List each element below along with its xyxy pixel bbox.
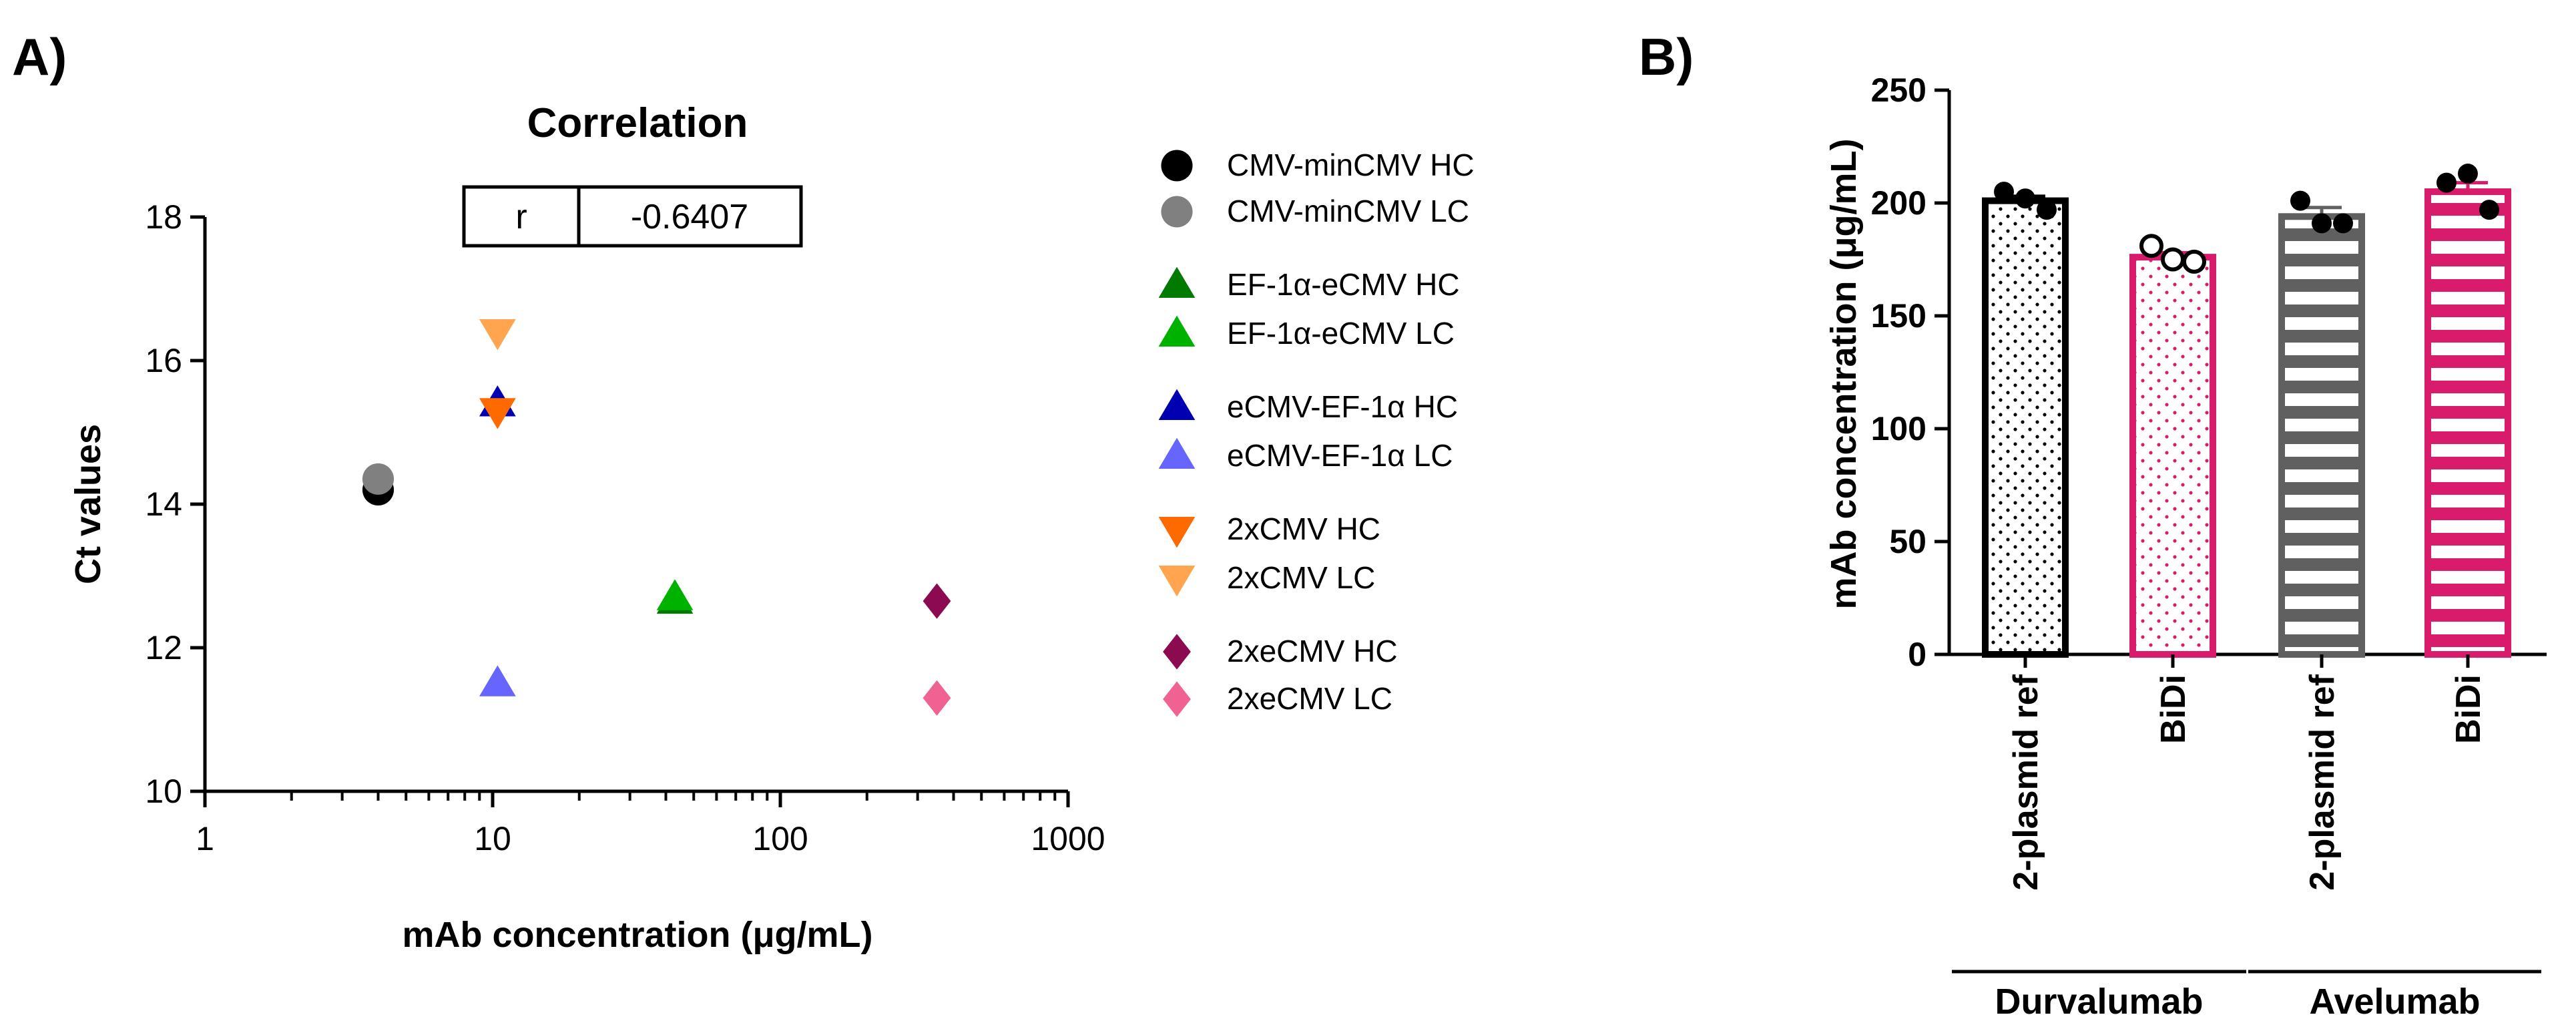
legend-label: eCMV-EF-1α HC — [1227, 389, 1458, 424]
scatter-point — [479, 398, 516, 429]
bar-category-label: 2-plasmid ref — [2303, 674, 2342, 890]
b-y-tick-label: 250 — [1871, 71, 1926, 109]
bar-category-label: BiDi — [2449, 674, 2488, 744]
legend-marker — [1158, 315, 1196, 347]
scatter-point — [479, 665, 516, 696]
data-point — [2161, 247, 2185, 272]
correlation-label: r — [515, 198, 527, 236]
x-tick-label: 1 — [196, 820, 214, 857]
bar — [2129, 254, 2216, 658]
b-y-axis-title: mAb concentration (μg/mL) — [1824, 138, 1864, 609]
legend-label: 2xeCMV HC — [1227, 634, 1398, 668]
bar-groups: Durvalumab Avelumab — [1952, 970, 2541, 1022]
data-point — [2290, 190, 2310, 211]
legend-label: 2xCMV HC — [1227, 511, 1380, 546]
b-y-tick-label: 200 — [1871, 184, 1926, 222]
legend-marker — [1158, 437, 1196, 469]
bar-points — [1994, 164, 2499, 274]
data-point — [2139, 234, 2163, 258]
y-tick-label: 14 — [145, 485, 182, 523]
bars — [1982, 181, 2511, 658]
scatter-point — [923, 583, 951, 619]
y-tick-label: 10 — [145, 773, 182, 810]
legend-label: CMV-minCMV LC — [1227, 194, 1469, 228]
x-axis-title: mAb concentration (μg/mL) — [402, 915, 872, 955]
b-y-tick-label: 50 — [1889, 523, 1926, 560]
data-point — [2015, 188, 2035, 209]
scatter-point — [362, 463, 395, 495]
x-tick-label: 10 — [474, 820, 511, 857]
bar — [1982, 197, 2069, 658]
legend-label: 2xCMV LC — [1227, 560, 1375, 595]
bar-category-labels: 2-plasmid ref BiDi 2-plasmid ref BiDi — [2007, 654, 2488, 891]
legend: CMV-minCMV HC CMV-minCMV LC EF-1α-eCMV HC E… — [1158, 148, 1475, 717]
data-point — [2436, 172, 2457, 193]
scatter-points — [362, 319, 951, 716]
data-point — [2182, 249, 2206, 274]
scatter-point — [923, 680, 951, 716]
x-tick-label: 1000 — [1031, 820, 1105, 857]
bar — [2278, 213, 2365, 658]
bar-category-label: BiDi — [2154, 674, 2193, 744]
y-axis-title: Ct values — [68, 424, 108, 584]
correlation-value: -0.6407 — [631, 198, 748, 236]
data-point — [1994, 182, 2014, 202]
data-point — [2333, 213, 2353, 234]
legend-marker — [1163, 634, 1191, 670]
legend-marker — [1158, 517, 1196, 548]
y-tick-label: 16 — [145, 342, 182, 379]
legend-marker — [1158, 566, 1196, 597]
legend-marker — [1158, 266, 1196, 298]
x-tick-label: 100 — [752, 820, 808, 857]
bar — [2424, 188, 2511, 658]
b-y-tick-label: 100 — [1871, 410, 1926, 447]
correlation-table: r -0.6407 — [462, 185, 803, 248]
panel-a-label: A) — [12, 27, 67, 86]
group-label: Avelumab — [2309, 982, 2480, 1022]
legend-marker — [1158, 389, 1196, 420]
b-y-tick-label: 0 — [1908, 636, 1926, 673]
legend-label: EF-1α-eCMV HC — [1227, 267, 1460, 302]
bar-chart: mAb concentration (μg/mL) 0 50 100 150 200 25… — [1824, 71, 2547, 1022]
scatter-axes: 10 12 14 16 18 1 10 100 1000 — [145, 198, 1105, 857]
legend-marker — [1161, 150, 1193, 182]
group-label: Durvalumab — [1995, 982, 2203, 1022]
scatter-point — [479, 319, 516, 351]
legend-label: eCMV-EF-1α LC — [1227, 438, 1453, 473]
legend-label: EF-1α-eCMV LC — [1227, 316, 1455, 351]
panel-b-label: B) — [1639, 27, 1694, 86]
bar-category-label: 2-plasmid ref — [2007, 674, 2045, 890]
chart-title: Correlation — [527, 100, 748, 146]
y-tick-label: 18 — [145, 198, 182, 236]
data-point — [2312, 213, 2332, 234]
legend-marker — [1163, 681, 1191, 717]
data-point — [2479, 200, 2499, 220]
data-point — [2458, 164, 2478, 184]
y-tick-label: 12 — [145, 629, 182, 666]
legend-marker — [1161, 196, 1193, 228]
scatter-point — [656, 579, 694, 610]
legend-label: 2xeCMV LC — [1227, 681, 1392, 716]
data-point — [2037, 200, 2057, 220]
b-y-tick-label: 150 — [1871, 297, 1926, 335]
legend-label: CMV-minCMV HC — [1227, 148, 1475, 182]
